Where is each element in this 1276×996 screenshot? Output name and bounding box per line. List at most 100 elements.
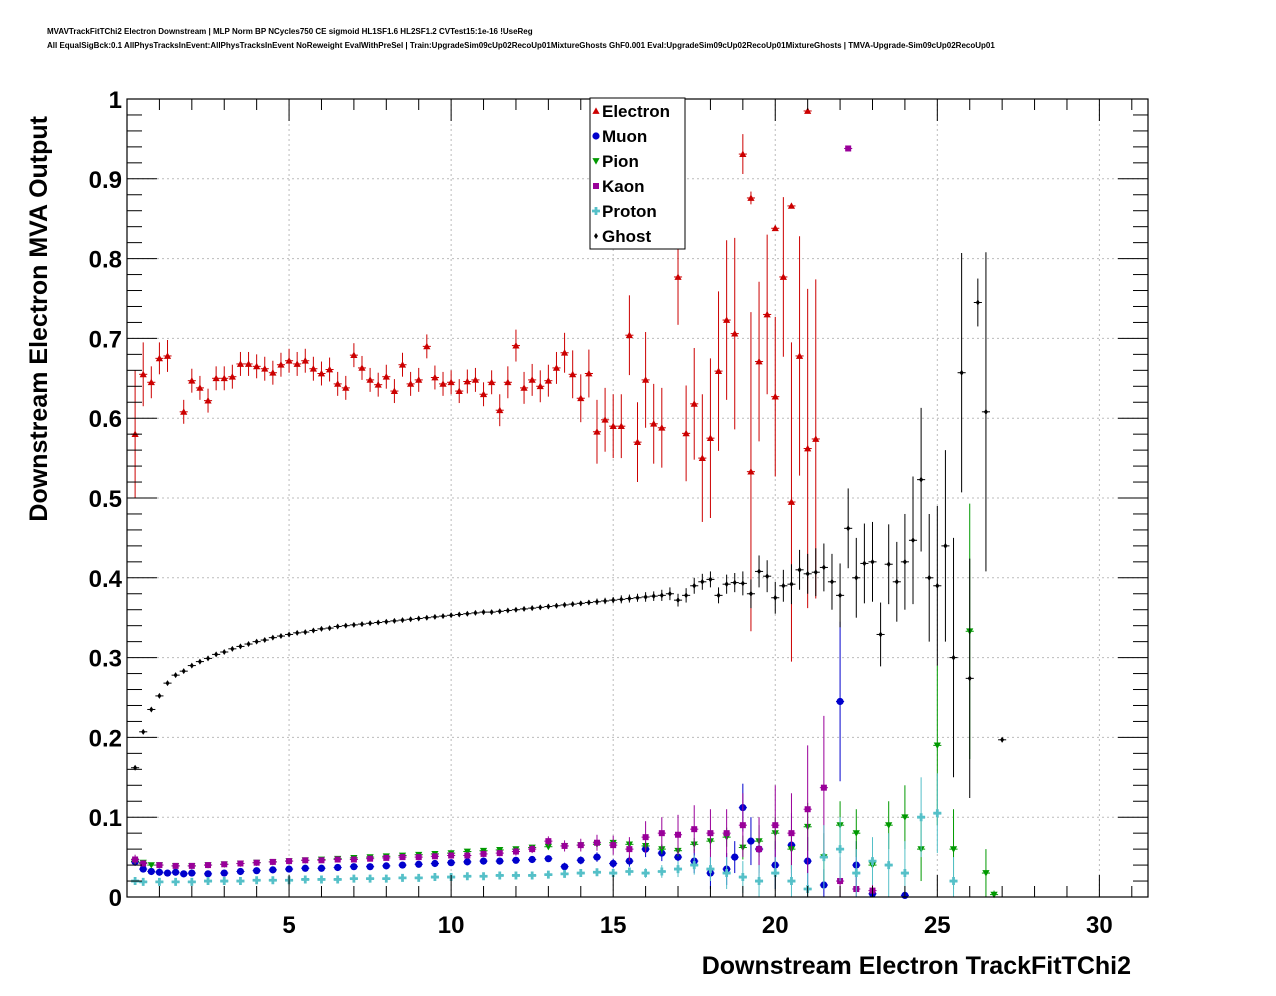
data-point bbox=[350, 351, 358, 359]
data-point bbox=[141, 728, 146, 735]
data-point bbox=[479, 390, 488, 398]
data-point bbox=[430, 873, 439, 882]
data-point bbox=[561, 842, 568, 849]
data-point bbox=[739, 822, 746, 829]
data-point bbox=[919, 476, 924, 483]
data-point bbox=[465, 610, 470, 617]
data-point bbox=[261, 365, 269, 372]
data-point bbox=[522, 605, 527, 612]
data-point bbox=[431, 853, 438, 860]
data-point bbox=[698, 454, 706, 461]
data-point bbox=[690, 400, 698, 407]
data-point bbox=[374, 381, 382, 388]
data-point bbox=[473, 609, 478, 616]
data-point bbox=[163, 869, 172, 877]
data-point bbox=[254, 638, 259, 645]
data-point bbox=[139, 877, 148, 886]
x-tick-label: 30 bbox=[1086, 912, 1113, 939]
data-point bbox=[238, 643, 243, 650]
data-point bbox=[676, 597, 681, 604]
data-point bbox=[577, 394, 585, 402]
data-point bbox=[544, 870, 553, 879]
data-point bbox=[496, 406, 504, 414]
legend-marker bbox=[594, 233, 598, 239]
data-point bbox=[536, 382, 544, 390]
data-point bbox=[609, 859, 617, 868]
data-point bbox=[674, 853, 682, 861]
data-point bbox=[724, 581, 729, 588]
data-point bbox=[658, 424, 666, 431]
data-point bbox=[400, 617, 405, 624]
data-point bbox=[967, 675, 972, 682]
data-point bbox=[625, 867, 634, 876]
data-point bbox=[983, 408, 988, 415]
x-tick-label: 25 bbox=[924, 912, 951, 939]
data-point bbox=[180, 870, 188, 878]
data-point bbox=[285, 357, 293, 364]
legend-marker bbox=[592, 207, 600, 216]
data-point bbox=[528, 376, 536, 383]
data-point bbox=[528, 855, 536, 864]
data-point bbox=[771, 224, 779, 232]
data-point bbox=[894, 578, 899, 585]
data-point bbox=[740, 580, 745, 587]
data-point bbox=[706, 434, 715, 442]
data-point bbox=[650, 420, 658, 427]
data-point bbox=[601, 416, 609, 423]
data-point bbox=[657, 867, 666, 876]
data-point bbox=[253, 859, 260, 866]
data-point bbox=[756, 846, 763, 853]
data-point bbox=[772, 822, 779, 829]
data-point bbox=[609, 422, 617, 430]
x-tick-label: 20 bbox=[762, 912, 789, 939]
data-point bbox=[747, 837, 755, 845]
data-point bbox=[350, 856, 357, 863]
x-axis-label: Downstream Electron TrackFitTChi2 bbox=[702, 952, 1131, 980]
data-point bbox=[592, 868, 601, 877]
data-point bbox=[530, 605, 535, 612]
data-point bbox=[423, 342, 431, 350]
x-tick-label: 5 bbox=[282, 912, 295, 939]
data-point bbox=[544, 377, 552, 384]
data-point bbox=[204, 870, 212, 878]
data-point bbox=[933, 809, 942, 818]
data-point bbox=[577, 856, 585, 864]
data-point bbox=[659, 592, 664, 599]
data-point bbox=[829, 578, 834, 585]
x-tick-label: 15 bbox=[600, 912, 627, 939]
y-tick-label: 0.3 bbox=[89, 646, 122, 673]
data-point bbox=[447, 859, 455, 867]
data-point bbox=[220, 869, 228, 877]
data-point bbox=[366, 874, 375, 883]
data-point bbox=[933, 742, 941, 749]
data-point bbox=[480, 850, 487, 857]
data-point bbox=[787, 498, 796, 505]
data-point bbox=[463, 872, 472, 881]
data-point bbox=[667, 590, 672, 597]
data-point bbox=[221, 861, 228, 868]
data-point bbox=[343, 622, 348, 629]
data-point bbox=[295, 629, 300, 636]
data-point bbox=[504, 378, 512, 386]
data-point bbox=[901, 814, 909, 821]
data-point bbox=[771, 869, 780, 878]
data-point bbox=[658, 846, 666, 853]
data-point bbox=[603, 597, 608, 604]
data-point bbox=[787, 877, 796, 886]
data-point bbox=[188, 377, 196, 384]
data-point bbox=[617, 422, 625, 430]
data-point bbox=[163, 352, 172, 359]
data-point bbox=[511, 871, 520, 880]
data-point bbox=[512, 856, 520, 864]
data-point bbox=[763, 310, 771, 318]
legend-entry: Pion bbox=[602, 152, 639, 171]
data-point bbox=[990, 891, 998, 899]
data-point bbox=[852, 869, 861, 878]
data-point bbox=[173, 672, 178, 679]
data-point bbox=[610, 842, 617, 849]
series-muon bbox=[131, 621, 909, 900]
data-point bbox=[625, 331, 633, 339]
data-point bbox=[812, 435, 820, 442]
data-point bbox=[917, 813, 926, 822]
data-point bbox=[252, 876, 261, 885]
